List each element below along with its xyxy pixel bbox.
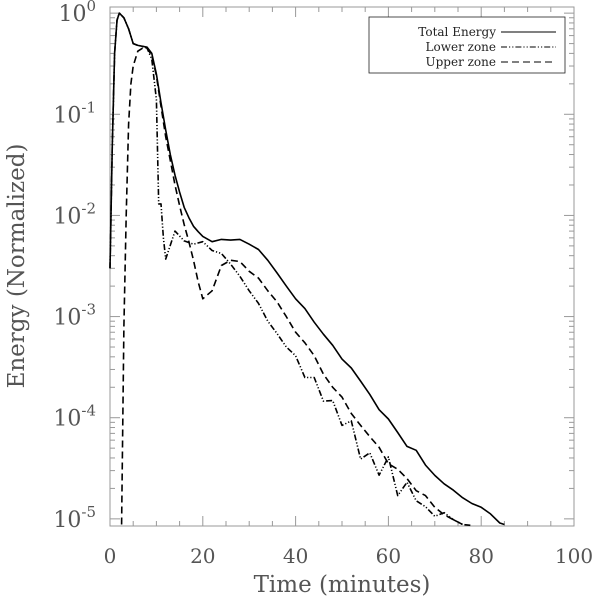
series-line-lower-zone [109, 12, 472, 527]
y-axis-title: Energy (Normalized) [4, 144, 30, 389]
y-tick-label: 10-2 [53, 199, 96, 229]
y-tick-label: 10-5 [53, 503, 96, 533]
series-line-upper-zone [120, 47, 463, 526]
x-tick-label: 40 [283, 544, 308, 568]
y-tick-label: 100 [58, 0, 96, 27]
y-tick-labels: 100 10-1 10-2 10-3 10-4 10-5 [53, 0, 96, 533]
x-tick-labels: 0 20 40 60 80 100 [104, 544, 593, 568]
y-tick-label: 10-3 [53, 301, 96, 331]
legend-box [368, 16, 566, 74]
plot-frame [109, 6, 575, 527]
series-lines [109, 12, 505, 527]
x-tick-label: 0 [104, 544, 117, 568]
x-tick-label: 80 [468, 544, 493, 568]
major-ticks [109, 7, 575, 526]
legend-label-total-energy: Total Energy [418, 25, 496, 39]
y-tick-label: 10-1 [53, 98, 96, 128]
x-tick-label: 100 [555, 544, 593, 568]
x-tick-label: 60 [376, 544, 401, 568]
minor-ticks [110, 7, 574, 526]
y-tick-label: 10-4 [53, 402, 96, 432]
legend-label-upper-zone: Upper zone [425, 55, 496, 69]
legend-label-lower-zone: Lower zone [426, 40, 497, 54]
series-line-total-energy [109, 12, 505, 526]
x-axis-title: Time (minutes) [254, 572, 431, 598]
x-tick-label: 20 [190, 544, 215, 568]
